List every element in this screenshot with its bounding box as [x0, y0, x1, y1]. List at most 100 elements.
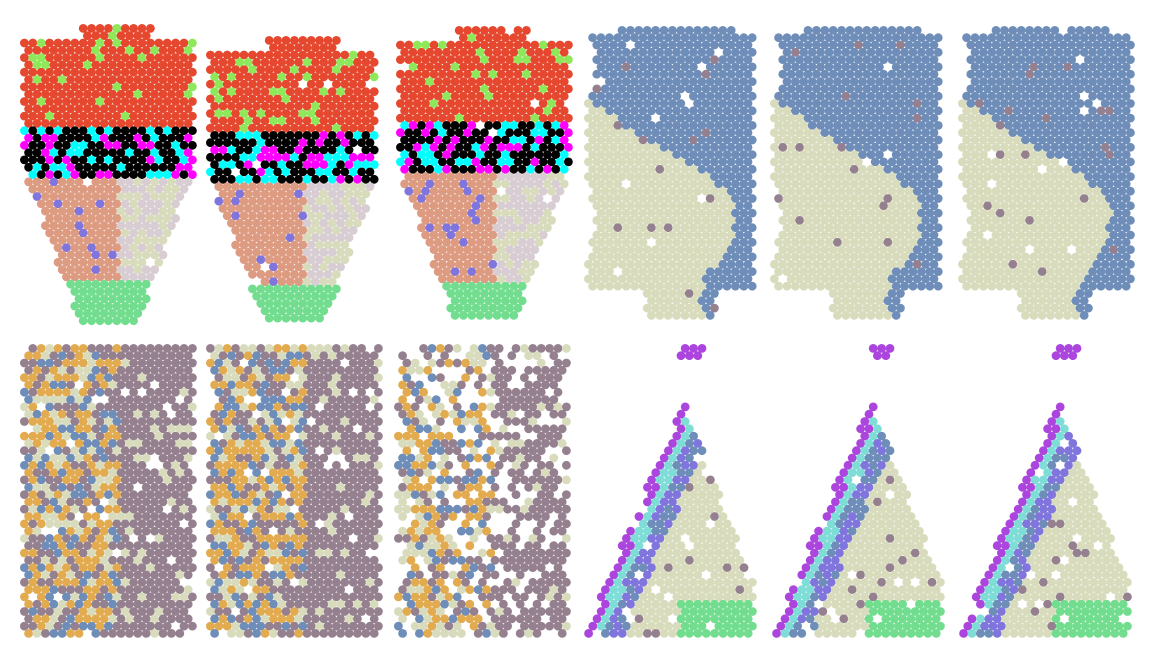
spot [676, 201, 686, 211]
spot [369, 145, 379, 155]
spot [158, 133, 168, 143]
spot [311, 262, 320, 272]
spot [726, 40, 736, 50]
spot [116, 265, 126, 274]
spot [475, 62, 485, 72]
spot [680, 296, 690, 306]
spot [129, 184, 139, 194]
spot [218, 204, 228, 213]
spot [626, 245, 635, 255]
spot [824, 121, 834, 130]
spot [83, 89, 92, 99]
spot [731, 91, 740, 101]
spot [879, 172, 888, 182]
spot [837, 26, 846, 35]
spot [459, 121, 468, 130]
spot [816, 223, 825, 233]
spot [621, 252, 631, 262]
spot [412, 113, 422, 123]
spot [655, 179, 665, 189]
spot [663, 237, 673, 247]
spot [471, 289, 481, 298]
spot [285, 174, 295, 184]
spot [925, 135, 935, 145]
spot [782, 47, 792, 57]
spot [845, 259, 855, 269]
spot [807, 135, 817, 145]
spot [921, 201, 930, 211]
spot [697, 179, 707, 189]
spot [210, 160, 220, 170]
spot [277, 116, 287, 126]
spot [141, 192, 151, 201]
spot [146, 243, 155, 253]
spot [883, 252, 893, 262]
spot [875, 252, 884, 262]
spot [684, 230, 694, 240]
spot [104, 257, 113, 267]
spot [91, 60, 101, 70]
spot [680, 237, 690, 247]
spot [638, 208, 648, 218]
spot [912, 274, 922, 284]
spot [816, 208, 825, 218]
spot [987, 281, 997, 291]
spot [883, 164, 893, 174]
spot [332, 123, 341, 133]
spot [841, 237, 851, 247]
spot [933, 106, 943, 116]
spot [269, 306, 278, 316]
spot [484, 106, 493, 116]
spot [459, 237, 468, 247]
spot [260, 247, 270, 257]
spot [904, 128, 914, 138]
spot [630, 62, 639, 72]
spot [684, 216, 694, 225]
spot [429, 172, 439, 182]
spot [57, 75, 67, 84]
spot [689, 47, 698, 57]
spot [974, 69, 984, 79]
spot [786, 259, 796, 269]
spot [124, 570, 134, 580]
spot [1016, 69, 1026, 79]
spot [774, 164, 783, 174]
spot [904, 142, 914, 152]
spot [32, 177, 42, 187]
spot [95, 111, 105, 121]
spot [517, 135, 527, 145]
spot [133, 60, 143, 70]
spot [269, 116, 278, 126]
spot [538, 172, 548, 182]
spot [36, 38, 46, 48]
spot [104, 475, 113, 485]
spot [306, 167, 316, 177]
spot [357, 211, 366, 221]
spot [475, 77, 485, 86]
spot [917, 91, 926, 101]
spot [879, 84, 888, 94]
spot [617, 142, 627, 152]
spot [488, 230, 498, 240]
spot [509, 311, 519, 320]
spot [858, 208, 867, 218]
spot [684, 128, 694, 138]
spot [116, 119, 126, 128]
spot [171, 214, 181, 223]
spot [642, 245, 652, 255]
spot [319, 189, 329, 199]
spot [676, 55, 686, 64]
spot [302, 247, 312, 257]
spot [167, 570, 176, 580]
tissue-panel-r1-c1 [20, 24, 197, 326]
spot [248, 152, 257, 162]
spot [496, 303, 506, 313]
spot [162, 199, 172, 209]
spot [57, 45, 67, 55]
spot [463, 26, 472, 35]
spot [214, 94, 224, 104]
spot [705, 208, 715, 218]
spot [480, 113, 489, 123]
spot [340, 211, 350, 221]
